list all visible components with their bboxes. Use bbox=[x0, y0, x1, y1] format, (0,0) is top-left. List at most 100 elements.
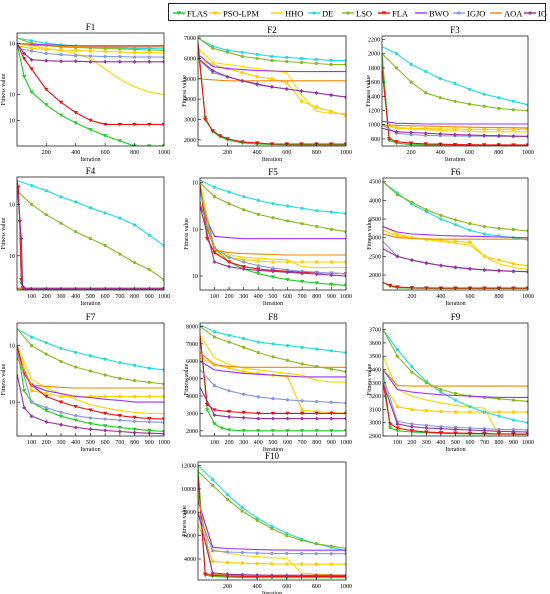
legend-label: LSO bbox=[356, 9, 372, 19]
series-igwo-point bbox=[212, 413, 217, 418]
series-lso-point bbox=[44, 213, 48, 217]
series-fla-point bbox=[525, 143, 528, 146]
legend-item-flas: FLAS bbox=[173, 9, 208, 19]
series-lso-point bbox=[103, 243, 107, 248]
series-igwo-point bbox=[132, 59, 137, 64]
x-tick-label: 600 bbox=[283, 294, 292, 300]
series-group bbox=[383, 329, 528, 436]
series-de-point bbox=[395, 347, 399, 352]
y-tick-label: 10 bbox=[192, 274, 198, 280]
x-tick-label: 1000 bbox=[522, 440, 534, 446]
series-lso-point bbox=[497, 226, 501, 230]
y-axis-label: Fitness value bbox=[366, 75, 372, 107]
x-tick-label: 500 bbox=[268, 294, 277, 300]
series-pso-lpm-point bbox=[269, 561, 274, 566]
series-fla-point bbox=[117, 414, 123, 418]
series-igwo-point bbox=[300, 416, 305, 421]
series-de-point bbox=[438, 76, 442, 81]
plot-frame bbox=[197, 461, 347, 581]
x-tick-label: 800 bbox=[130, 440, 139, 446]
series-igwo-point bbox=[452, 132, 457, 137]
series-de-point bbox=[482, 410, 487, 414]
series-lso-point bbox=[497, 106, 501, 110]
series-lso-point bbox=[314, 61, 318, 66]
x-tick-label: 800 bbox=[312, 440, 321, 446]
plot-frame bbox=[381, 35, 529, 147]
series-flas-line bbox=[17, 43, 164, 146]
series-fla-point bbox=[511, 286, 516, 290]
y-axis-label: Fitness value bbox=[367, 363, 373, 395]
series-pso-lpm-point bbox=[299, 99, 304, 104]
series-lso-point bbox=[211, 46, 215, 50]
series-igwo-point bbox=[19, 236, 24, 241]
series-de-point bbox=[271, 342, 275, 346]
x-tick-label: 800 bbox=[312, 150, 321, 156]
series-igjo-point bbox=[29, 400, 34, 404]
series-lso-point bbox=[271, 355, 275, 359]
x-tick-label: 800 bbox=[312, 294, 321, 300]
series-igjo-point bbox=[285, 551, 289, 556]
series-flas-point bbox=[270, 429, 276, 433]
series-flas-point bbox=[102, 134, 108, 138]
series-de-line bbox=[383, 181, 528, 241]
series-pso-lpm-point bbox=[314, 105, 319, 110]
series-de-point bbox=[240, 505, 244, 510]
series-de-point bbox=[29, 183, 34, 188]
x-axis-label: Iteration bbox=[263, 301, 283, 307]
series-pso-lpm-point bbox=[314, 260, 319, 264]
series-de-point bbox=[300, 345, 304, 349]
series-igwo-point bbox=[29, 57, 34, 62]
x-tick-label: 200 bbox=[42, 150, 51, 156]
chart-title: F7 bbox=[86, 312, 96, 322]
series-lso-point bbox=[132, 47, 137, 52]
series-de-point bbox=[299, 56, 304, 61]
series-lso-point bbox=[242, 345, 246, 349]
x-tick-label: 700 bbox=[298, 294, 307, 300]
legend-marker bbox=[213, 11, 217, 15]
series-de-point bbox=[453, 223, 458, 227]
x-tick-label: 1000 bbox=[158, 440, 170, 446]
series-pso-lpm-point bbox=[409, 126, 414, 131]
series-de-point bbox=[285, 204, 290, 208]
series-fla-point bbox=[217, 134, 223, 138]
series-flas-point bbox=[29, 90, 34, 95]
x-tick-label: 800 bbox=[494, 150, 503, 156]
series-fla-point bbox=[44, 87, 49, 92]
series-de-point bbox=[212, 185, 217, 189]
series-pso-lpm-point bbox=[467, 127, 472, 132]
series-igwo-point bbox=[511, 429, 516, 434]
series-pso-lpm-point bbox=[284, 80, 289, 85]
series-fla-point bbox=[58, 100, 64, 105]
legend-label: IGWO bbox=[538, 9, 547, 19]
y-tick-label: 4500 bbox=[369, 180, 381, 186]
series-de-line bbox=[200, 324, 346, 354]
x-tick-label: 500 bbox=[86, 440, 95, 446]
series-fla-line bbox=[17, 43, 164, 125]
series-de-point bbox=[74, 200, 78, 204]
x-tick-label: 200 bbox=[407, 150, 416, 156]
chart-f1: F1 200 400 600 800 1000 10 10 10 Iteration Fitness… bbox=[1, 22, 170, 163]
series-pso-lpm-point bbox=[270, 260, 275, 264]
series-de-point bbox=[439, 390, 443, 394]
series-bwo-line bbox=[383, 225, 528, 239]
series-lso-point bbox=[256, 212, 260, 216]
series-igwo-point bbox=[22, 286, 27, 290]
series-fla-point bbox=[29, 67, 34, 71]
series-flas-point bbox=[102, 424, 108, 428]
series-fla-point bbox=[132, 122, 137, 127]
series-igwo-point bbox=[255, 81, 260, 86]
series-pso-lpm-point bbox=[300, 407, 305, 412]
series-de-line bbox=[200, 179, 346, 215]
series-pso-lpm-point bbox=[511, 261, 516, 266]
series-pso-lpm-point bbox=[88, 48, 93, 53]
y-tick-label: 10000 bbox=[181, 487, 196, 493]
series-igwo-point bbox=[58, 422, 63, 427]
series-igwo-point bbox=[284, 573, 289, 578]
series-igjo-point bbox=[59, 52, 63, 57]
x-tick-label: 1000 bbox=[340, 440, 352, 446]
y-tick-label: 800 bbox=[371, 137, 380, 143]
series-igwo-point bbox=[438, 263, 443, 268]
series-igwo-point bbox=[256, 416, 261, 421]
series-fla-point bbox=[226, 260, 232, 264]
